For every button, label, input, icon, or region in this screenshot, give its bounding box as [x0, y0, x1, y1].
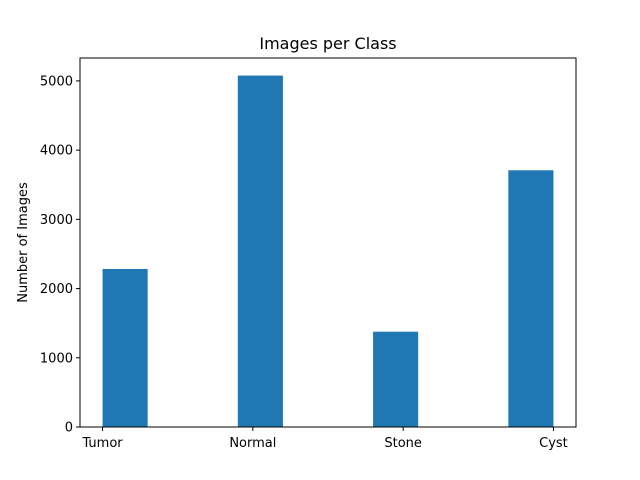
y-axis-label: Number of Images	[16, 182, 31, 303]
y-tick-label: 2000	[40, 282, 73, 297]
y-axis-ticks: 0 1000 2000 3000 4000 5000	[40, 74, 80, 436]
bar-cyst	[508, 170, 554, 427]
bars-group	[102, 75, 554, 427]
bar-normal	[237, 75, 283, 427]
x-axis-ticks: Tumor Normal Stone Cyst	[81, 427, 568, 451]
y-tick-label: 4000	[40, 144, 73, 159]
plot-frame	[79, 57, 577, 428]
y-tick-label: 5000	[40, 74, 73, 89]
x-tick-label-cyst: Cyst	[539, 436, 568, 451]
y-tick-label: 3000	[40, 213, 73, 228]
chart-title: Images per Class	[259, 34, 396, 53]
y-tick-label: 1000	[40, 351, 73, 366]
y-tick-label: 0	[65, 421, 73, 436]
bar-tumor	[102, 268, 148, 427]
x-tick-label-stone: Stone	[384, 436, 422, 451]
x-tick-label-tumor: Tumor	[81, 436, 123, 451]
x-tick-label-normal: Normal	[229, 436, 276, 451]
bar-stone	[373, 331, 419, 427]
